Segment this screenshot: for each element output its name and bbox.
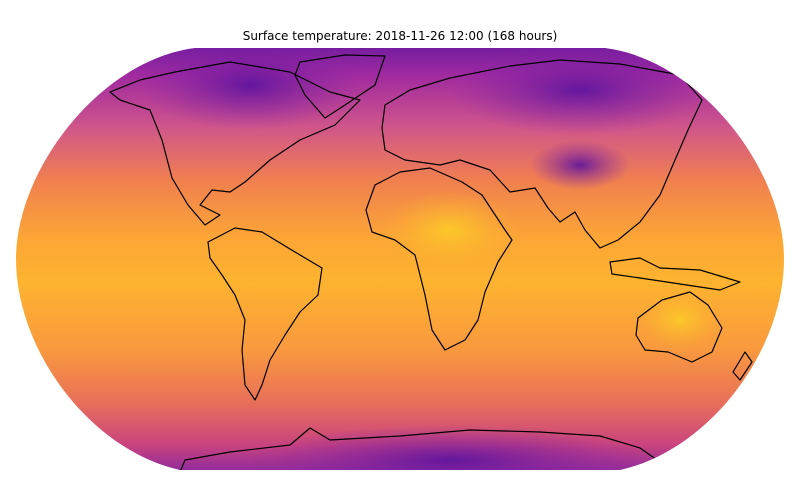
warm-region — [640, 290, 720, 350]
eurasia — [381, 59, 703, 249]
cold-region — [450, 48, 710, 135]
africa — [365, 167, 513, 351]
indonesia — [609, 257, 741, 291]
south-america — [207, 227, 323, 401]
cold-region — [530, 140, 630, 190]
cold-region — [140, 48, 360, 130]
map — [16, 48, 784, 470]
warm-region — [380, 190, 520, 270]
cold-region — [250, 425, 650, 470]
new-zealand — [732, 351, 753, 381]
map-title: Surface temperature: 2018-11-26 12:00 (1… — [243, 29, 558, 43]
north-america — [109, 61, 361, 226]
antarctica — [179, 427, 661, 470]
coastlines — [109, 54, 753, 470]
australia — [635, 291, 723, 363]
greenland — [294, 54, 386, 119]
